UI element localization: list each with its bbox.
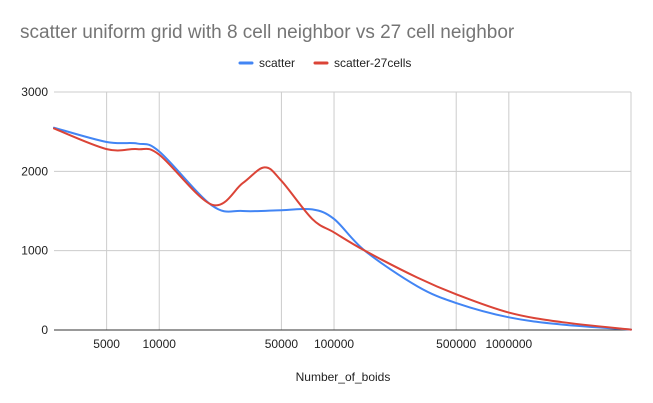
x-axis-ticks: 5000 10000 50000 100000 500000 1000000 — [93, 337, 532, 351]
y-axis-ticks: 0 1000 2000 3000 — [21, 85, 48, 337]
x-tick-label: 500000 — [436, 337, 476, 351]
x-axis-label: Number_of_boids — [296, 370, 391, 384]
series-line-scatter-27cells — [53, 127, 632, 331]
y-tick-label: 0 — [41, 323, 48, 337]
y-tick-label: 2000 — [21, 164, 48, 178]
y-tick-label: 1000 — [21, 244, 48, 258]
x-tick-label: 10000 — [143, 337, 177, 351]
series-line-scatter — [53, 126, 632, 331]
x-tick-label: 1000000 — [485, 337, 532, 351]
x-tick-label: 50000 — [265, 337, 299, 351]
legend: scatter scatter-27cells — [238, 56, 411, 70]
x-tick-label: 100000 — [314, 337, 354, 351]
legend-label-scatter: scatter — [259, 56, 295, 70]
y-tick-label: 3000 — [21, 85, 48, 99]
x-tick-label: 5000 — [93, 337, 120, 351]
legend-label-scatter-27cells: scatter-27cells — [334, 56, 411, 70]
chart-title: scatter uniform grid with 8 cell neighbo… — [20, 22, 515, 43]
series-group — [53, 126, 632, 331]
grid — [54, 91, 632, 331]
